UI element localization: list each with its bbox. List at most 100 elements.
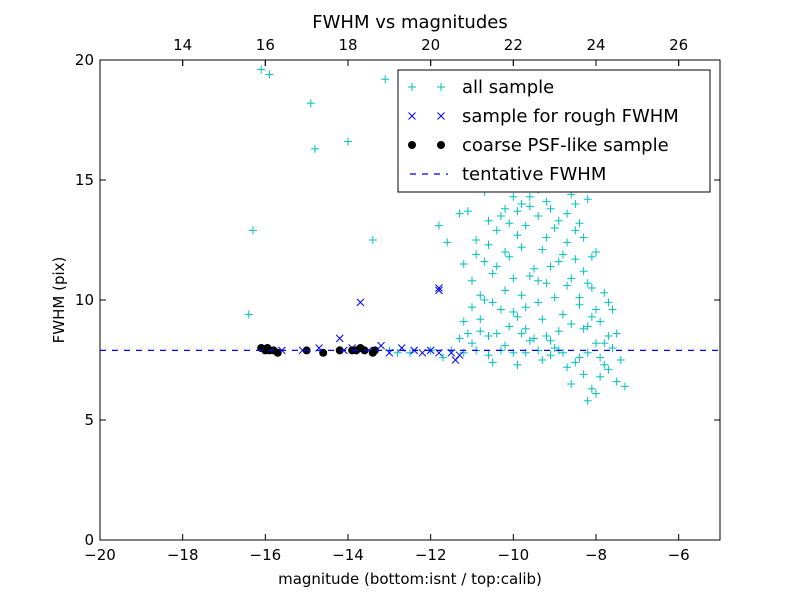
data-point-series-1 [435,286,443,295]
data-point-series-0 [620,382,629,391]
legend-label-3: tentative FWHM [462,164,606,185]
data-point-series-0 [455,334,464,343]
data-point-series-0 [550,224,559,232]
data-point-series-0 [472,236,481,244]
chart-title: FWHM vs magnitudes [312,12,507,33]
data-point-series-0 [579,267,588,276]
data-point-series-0 [344,137,352,146]
legend-swatch-0 [437,83,445,91]
data-point-series-0 [406,348,414,357]
data-point-series-0 [513,312,522,321]
y-tick-label: 20 [75,51,94,69]
data-point-series-0 [558,348,567,357]
data-point-series-0 [480,257,489,266]
data-point-series-0 [546,351,555,360]
data-point-series-0 [468,276,476,285]
data-point-series-0 [525,202,534,211]
x-tick-label: −20 [84,546,116,564]
data-point-series-0 [596,317,605,326]
data-point-series-0 [596,372,605,381]
legend-label-0: all sample [462,77,554,98]
data-point-series-0 [587,312,596,321]
data-point-series-0 [575,353,584,362]
data-point-series-0 [608,305,617,314]
data-point-series-0 [517,291,526,300]
data-point-series-0 [558,310,567,319]
data-point-series-0 [501,341,510,350]
data-point-series-0 [579,233,588,242]
y-tick-label: 10 [75,291,94,309]
data-point-series-0 [550,293,559,302]
data-point-series-0 [468,303,476,312]
data-point-series-0 [484,332,493,340]
data-point-series-0 [468,339,476,348]
data-point-series-0 [463,207,472,216]
top-x-tick-label: 14 [173,36,192,54]
top-x-tick-label: 20 [421,36,440,54]
data-point-series-0 [368,236,377,244]
data-point-series-0 [476,315,485,324]
legend-swatch-1 [408,112,416,120]
y-axis-label: FWHM (pix) [50,257,68,344]
data-point-series-0 [521,221,530,230]
data-point-series-0 [439,353,448,362]
top-x-tick-label: 22 [504,36,523,54]
data-point-series-0 [592,339,600,348]
x-tick-label: −18 [167,546,199,564]
top-x-tick-label: 26 [669,36,688,54]
data-point-series-0 [592,389,600,398]
data-point-series-0 [563,281,572,290]
data-point-series-1 [455,351,464,360]
legend-box [397,69,711,193]
data-point-series-0 [583,322,592,331]
data-point-series-0 [443,238,452,247]
data-point-series-0 [306,99,315,108]
data-point-series-0 [546,262,555,271]
data-point-series-1 [335,334,344,343]
data-point-series-0 [542,279,551,288]
data-point-series-0 [459,317,468,326]
data-point-series-0 [496,212,505,220]
data-point-series-0 [509,192,518,201]
data-point-series-0 [534,298,543,307]
data-point-series-0 [505,322,514,331]
x-axis-label: magnitude (bottom:isnt / top:calib) [278,570,542,588]
data-point-series-0 [513,231,522,240]
data-point-series-0 [575,293,584,302]
top-x-tick-label: 24 [586,36,605,54]
data-point-series-0 [612,329,621,338]
x-tick-label: −14 [332,546,364,564]
data-point-series-0 [488,269,497,278]
data-point-series-0 [579,370,588,379]
data-point-series-0 [265,70,274,79]
data-point-series-0 [381,75,390,84]
data-point-series-0 [554,257,563,266]
data-point-series-0 [612,377,621,386]
y-tick-label: 15 [75,171,94,189]
y-tick-label: 0 [84,531,94,549]
data-point-series-0 [546,336,555,345]
data-point-series-0 [476,327,485,336]
data-point-series-0 [538,245,547,254]
data-point-series-0 [542,197,551,206]
data-point-series-0 [550,344,559,352]
data-point-series-0 [257,65,266,74]
data-point-series-1 [435,284,443,292]
data-point-series-0 [542,233,551,242]
data-point-series-0 [455,209,464,218]
data-point-series-0 [604,298,613,307]
legend-label-2: coarse PSF-like sample [462,135,669,156]
data-point-series-0 [463,329,472,338]
data-point-series-0 [583,396,592,405]
data-point-series-0 [558,250,567,259]
top-x-tick-label: 18 [338,36,357,54]
data-point-series-0 [484,216,493,225]
legend-swatch-0 [408,83,416,91]
data-point-series-0 [501,204,510,213]
data-point-series-0 [484,240,493,249]
data-point-series-1 [426,346,435,355]
data-point-series-0 [587,384,596,393]
data-point-series-0 [604,332,613,340]
data-point-series-0 [492,226,501,235]
